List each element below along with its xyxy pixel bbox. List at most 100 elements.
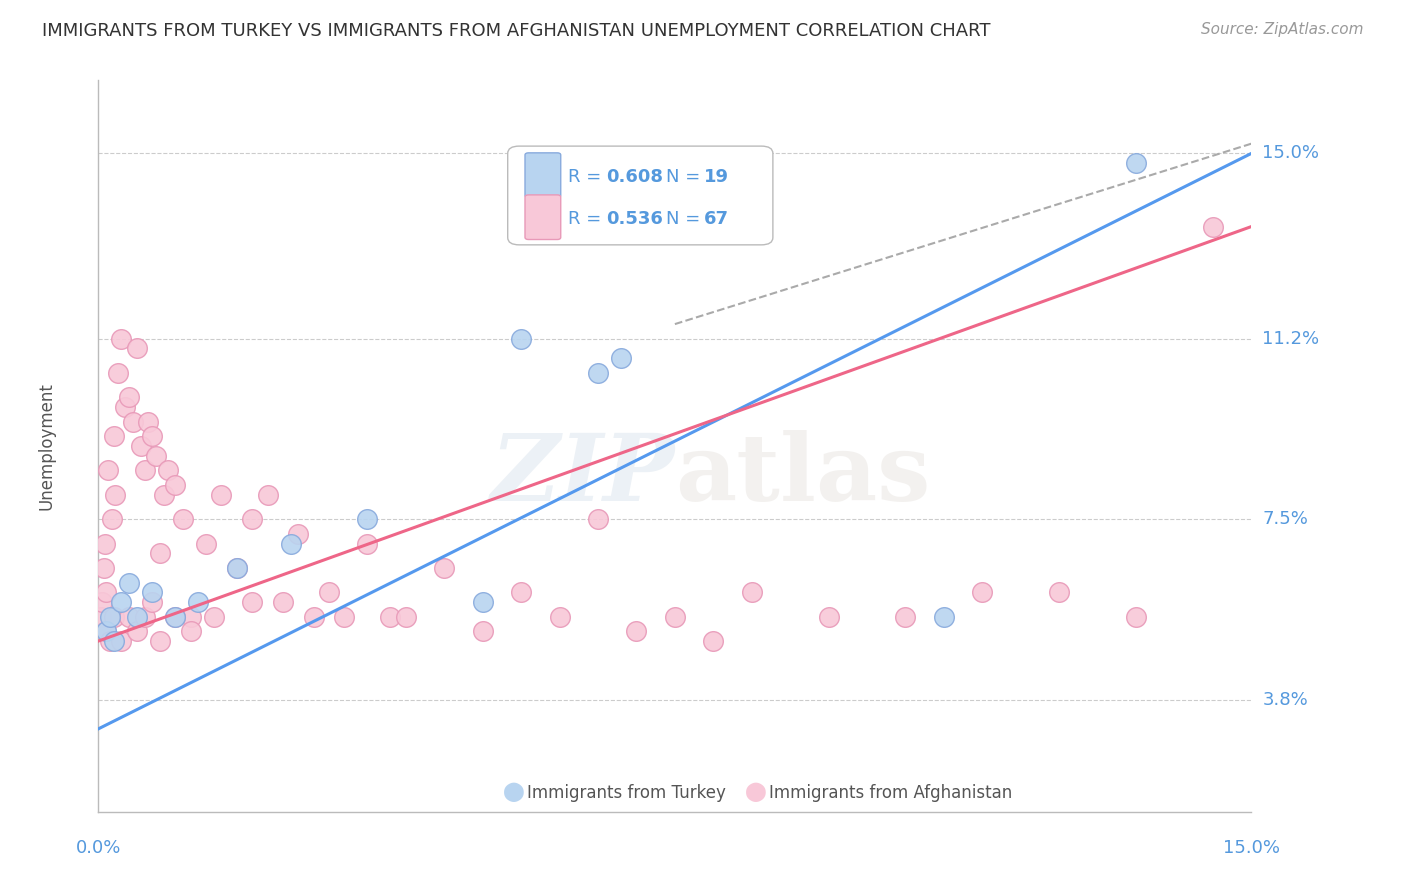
Point (1125, 609, 1147, 624)
Point (94, 585, 117, 599)
Point (510, 332, 533, 346)
Point (172, 512, 194, 526)
Text: 0.536: 0.536 (606, 210, 662, 228)
Point (104, 488, 127, 502)
Point (118, 609, 141, 624)
Text: 3.8%: 3.8% (1263, 690, 1308, 708)
Text: atlas: atlas (675, 430, 931, 520)
Point (149, 546, 172, 560)
Text: IMMIGRANTS FROM TURKEY VS IMMIGRANTS FROM AFGHANISTAN UNEMPLOYMENT CORRELATION C: IMMIGRANTS FROM TURKEY VS IMMIGRANTS FRO… (42, 22, 991, 40)
Point (149, 634, 172, 648)
Text: 67: 67 (704, 210, 728, 228)
Text: Immigrants from Turkey: Immigrants from Turkey (527, 784, 725, 802)
Point (302, 609, 325, 624)
Point (471, 624, 494, 639)
Point (125, 342, 148, 356)
Point (110, 634, 132, 648)
Text: 15.0%: 15.0% (1223, 839, 1279, 857)
Point (165, 609, 187, 624)
Text: Source: ZipAtlas.com: Source: ZipAtlas.com (1201, 22, 1364, 37)
Point (125, 624, 148, 639)
Point (187, 595, 209, 609)
Point (256, 488, 278, 502)
Text: 0.0%: 0.0% (76, 839, 121, 857)
Point (118, 575, 141, 590)
Point (129, 439, 152, 453)
Point (433, 561, 456, 575)
Point (610, 351, 633, 366)
Point (165, 609, 187, 624)
Text: ZIP: ZIP (491, 430, 675, 520)
Point (271, 595, 294, 609)
Text: Unemployment: Unemployment (38, 382, 56, 510)
Text: 11.2%: 11.2% (1263, 330, 1320, 348)
FancyBboxPatch shape (524, 194, 561, 240)
Text: R =: R = (568, 210, 606, 228)
Point (103, 429, 125, 443)
Point (93, 561, 115, 575)
Point (134, 609, 156, 624)
Point (510, 585, 533, 599)
Point (209, 488, 232, 502)
Point (141, 585, 163, 599)
Point (225, 561, 247, 575)
Point (165, 478, 187, 492)
Point (741, 585, 763, 599)
Point (664, 609, 686, 624)
Point (817, 609, 839, 624)
FancyBboxPatch shape (508, 146, 773, 244)
Point (1125, 156, 1147, 170)
Point (145, 449, 167, 463)
Point (98, 634, 121, 648)
Point (141, 595, 163, 609)
Point (110, 332, 132, 346)
Point (548, 609, 571, 624)
Point (118, 390, 141, 404)
Text: ⬤: ⬤ (745, 783, 768, 803)
Point (471, 595, 494, 609)
Point (932, 609, 955, 624)
Point (626, 624, 648, 639)
Point (125, 609, 148, 624)
Text: R =: R = (568, 168, 606, 186)
Point (91, 595, 114, 609)
Point (280, 536, 302, 550)
Text: 15.0%: 15.0% (1263, 145, 1319, 162)
Point (240, 595, 263, 609)
Point (195, 536, 218, 550)
Point (122, 415, 145, 429)
Point (1047, 585, 1070, 599)
Text: N =: N = (665, 168, 706, 186)
Point (318, 585, 340, 599)
Point (103, 609, 125, 624)
Point (110, 595, 132, 609)
Point (225, 561, 247, 575)
Text: Immigrants from Afghanistan: Immigrants from Afghanistan (769, 784, 1012, 802)
Point (114, 400, 136, 414)
Point (107, 366, 129, 380)
Point (152, 488, 174, 502)
Point (702, 205, 724, 219)
Text: 7.5%: 7.5% (1263, 510, 1309, 528)
Point (97, 463, 120, 477)
Point (94, 624, 117, 639)
Text: N =: N = (665, 210, 706, 228)
Text: ⬤: ⬤ (503, 783, 524, 803)
Point (90, 609, 112, 624)
Point (287, 526, 309, 541)
Point (240, 512, 263, 526)
Point (156, 463, 179, 477)
Point (395, 609, 418, 624)
Point (103, 634, 125, 648)
Point (94, 624, 117, 639)
Text: 0.608: 0.608 (606, 168, 662, 186)
Point (972, 585, 994, 599)
Point (98, 609, 121, 624)
Point (180, 609, 202, 624)
Point (180, 624, 202, 639)
FancyBboxPatch shape (524, 153, 561, 197)
Point (101, 512, 124, 526)
Point (894, 609, 917, 624)
Point (586, 366, 609, 380)
Text: 19: 19 (704, 168, 728, 186)
